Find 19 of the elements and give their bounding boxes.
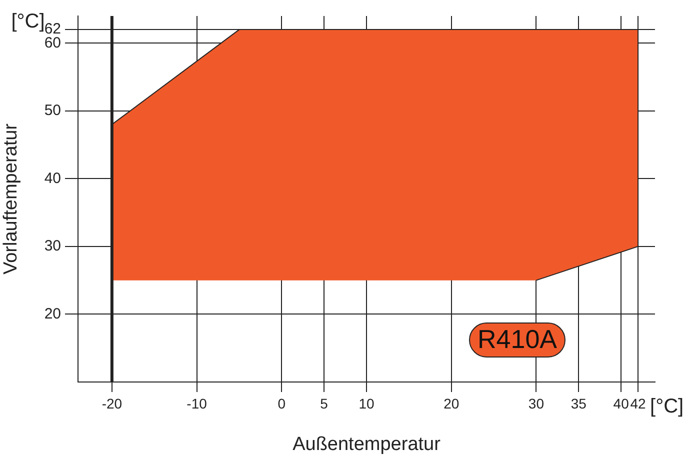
x-tick-label: 10: [358, 395, 374, 412]
y-tick-label: 40: [44, 170, 61, 187]
x-tick-label: 0: [278, 395, 286, 412]
text: [°C]: [650, 396, 684, 418]
y-axis-title: Vorlauftemperatur: [0, 122, 22, 275]
y-tick-label: 20: [44, 305, 61, 322]
x-tick-label: 30: [528, 395, 544, 412]
x-tick-label: 20: [444, 395, 460, 412]
y-tick-label: 50: [44, 102, 61, 120]
y-tick-label: 30: [44, 238, 61, 255]
x-tick-label: 42: [630, 395, 646, 412]
x-tick-label: 5: [320, 395, 328, 412]
x-tick-label: -20: [102, 395, 122, 412]
x-axis-title: Außentemperatur: [292, 434, 442, 455]
text: [°C]: [11, 10, 45, 33]
x-tick-label: 40: [613, 395, 630, 412]
annotation: R410A: [478, 324, 558, 354]
x-tick-label: -10: [186, 395, 208, 412]
x-tick-label: 35: [570, 395, 587, 412]
